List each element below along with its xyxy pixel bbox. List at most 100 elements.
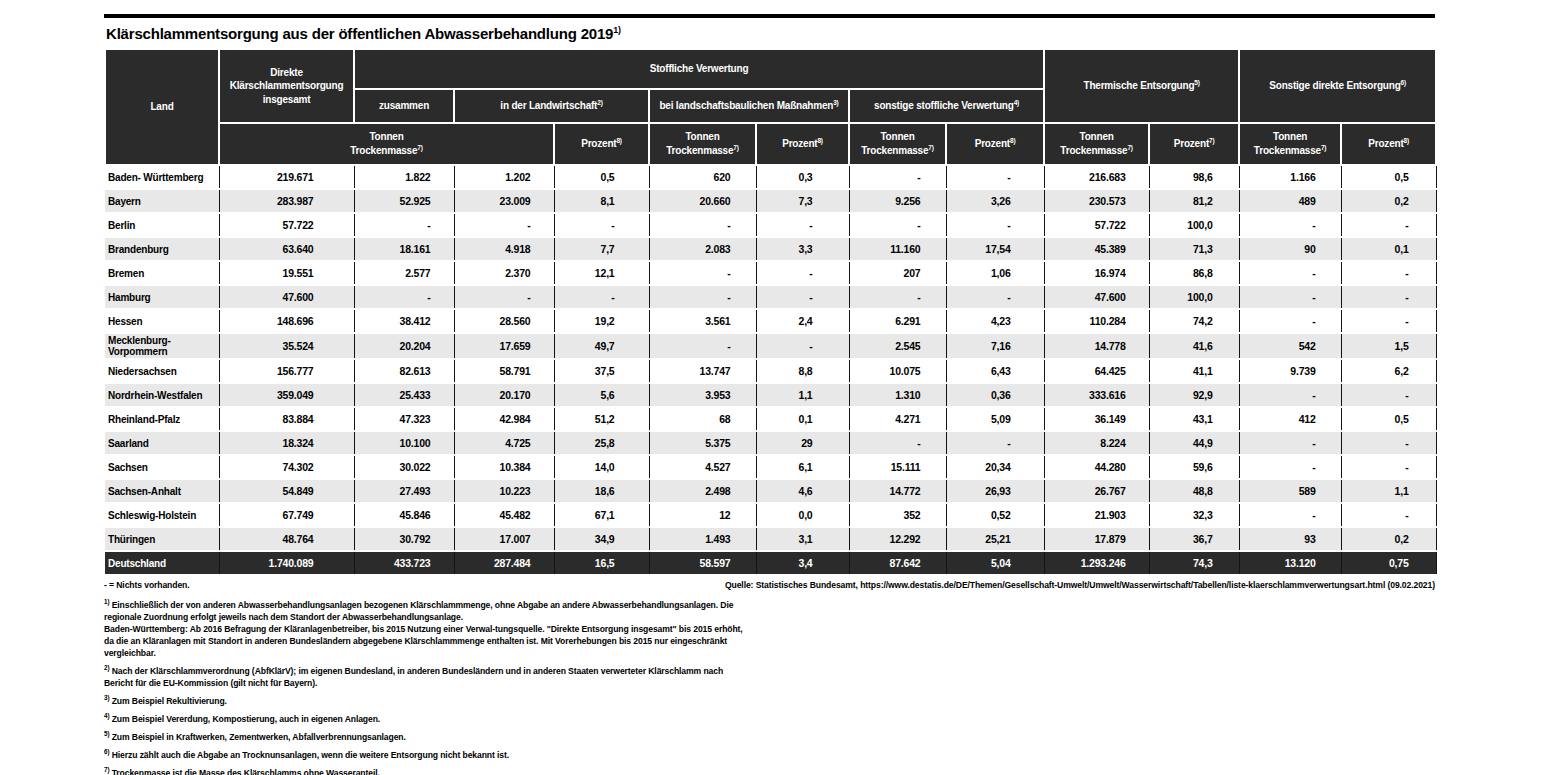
value-cell: 86,8 (1149, 261, 1239, 285)
value-cell: 287.484 (454, 551, 554, 574)
col-header-prozent-sonstige-stoffliche: Prozent8) (946, 123, 1044, 165)
value-cell: 1.202 (454, 165, 554, 189)
value-cell: 42.984 (454, 407, 554, 431)
footnote-item: 4) Zum Beispiel Vererdung, Kompostierung… (104, 712, 752, 725)
trockenmasse-label: Trockenmasse (1060, 145, 1127, 156)
value-cell: 1.166 (1239, 165, 1341, 189)
land-cell: Baden- Württemberg (105, 165, 219, 189)
table-row: Brandenburg63.64018.1614.9187,72.0833,31… (105, 237, 1436, 261)
value-cell: 4.725 (454, 431, 554, 455)
value-cell: 19,2 (554, 309, 649, 333)
footnote-text: Zum Beispiel Rekultivierung. (109, 696, 226, 706)
thermische-label: Thermische Entsorgung (1083, 80, 1194, 91)
col-group-sonstige-direkte-entsorgung: Sonstige direkte Entsorgung6) (1239, 49, 1436, 123)
footnote-text: Einschließlich der von anderen Abwasserb… (104, 600, 733, 622)
value-cell: 58.791 (454, 359, 554, 383)
land-cell: Hessen (105, 309, 219, 333)
value-cell: 620 (649, 165, 756, 189)
value-cell: - (354, 213, 454, 237)
sonstige-direkte-label: Sonstige direkte Entsorgung (1269, 80, 1400, 91)
value-cell: 7,7 (554, 237, 649, 261)
land-cell: Deutschland (105, 551, 219, 574)
header-row-units: TonnenTrockenmasse7) Prozent8) TonnenTro… (105, 123, 1436, 165)
source-line: Quelle: Statistisches Bundesamt, https:/… (725, 580, 1435, 590)
value-cell: 4.271 (849, 407, 946, 431)
trockenmasse-label: Trockenmasse (666, 145, 733, 156)
value-cell: 81,2 (1149, 189, 1239, 213)
sonstige-stoffliche-footnote-ref: 4) (1014, 99, 1019, 106)
value-cell: 16.974 (1044, 261, 1149, 285)
value-cell: 57.722 (1044, 213, 1149, 237)
value-cell: - (849, 213, 946, 237)
table-row: Berlin57.722-------57.722100,0-- (105, 213, 1436, 237)
value-cell: 20.170 (454, 383, 554, 407)
value-cell: - (554, 285, 649, 309)
table-row: Baden- Württemberg219.6711.8221.2020,562… (105, 165, 1436, 189)
value-cell: 0,5 (554, 165, 649, 189)
value-cell: 0,1 (1341, 237, 1436, 261)
landwirtschaft-label: in der Landwirtschaft (500, 100, 597, 111)
table-row: Hamburg47.600-------47.600100,0-- (105, 285, 1436, 309)
prozent-footnote-ref: 7) (1209, 137, 1214, 144)
footnotes-list: - = Nichts vorhanden. 1) Einschließlich … (104, 579, 752, 775)
value-cell: 45.389 (1044, 237, 1149, 261)
value-cell: 5,04 (946, 551, 1044, 574)
value-cell: 9.256 (849, 189, 946, 213)
value-cell: - (849, 285, 946, 309)
value-cell: - (1239, 383, 1341, 407)
value-cell: 59,6 (1149, 455, 1239, 479)
value-cell: 0,2 (1341, 527, 1436, 551)
value-cell: 35.524 (219, 333, 354, 359)
value-cell: 12.292 (849, 527, 946, 551)
value-cell: 11.160 (849, 237, 946, 261)
value-cell: - (849, 165, 946, 189)
value-cell: - (1341, 383, 1436, 407)
col-header-sonstige-stoffliche: sonstige stoffliche Verwertung4) (849, 89, 1044, 123)
value-cell: 489 (1239, 189, 1341, 213)
land-cell: Bayern (105, 189, 219, 213)
col-header-zusammen: zusammen (354, 89, 454, 123)
value-cell: - (946, 165, 1044, 189)
value-cell: 5,6 (554, 383, 649, 407)
value-cell: 216.683 (1044, 165, 1149, 189)
value-cell: 25,21 (946, 527, 1044, 551)
land-cell: Berlin (105, 213, 219, 237)
value-cell: 18,6 (554, 479, 649, 503)
value-cell: - (1341, 309, 1436, 333)
table-row: Bayern283.98752.92523.0098,120.6607,39.2… (105, 189, 1436, 213)
value-cell: 156.777 (219, 359, 354, 383)
value-cell: 17.007 (454, 527, 554, 551)
value-cell: 1.740.089 (219, 551, 354, 574)
prozent-footnote-ref: 8) (1010, 137, 1015, 144)
value-cell: 100,0 (1149, 285, 1239, 309)
value-cell: 12 (649, 503, 756, 527)
value-cell: 352 (849, 503, 946, 527)
table-row: Mecklenburg-Vorpommern35.52420.20417.659… (105, 333, 1436, 359)
value-cell: - (756, 333, 849, 359)
value-cell: 54.849 (219, 479, 354, 503)
footnote-item: 7) Trockenmasse ist die Masse des Klärsc… (104, 766, 752, 775)
value-cell: - (1239, 213, 1341, 237)
col-header-landschaftsbau: bei landschaftsbaulichen Maßnahmen3) (649, 89, 849, 123)
value-cell: 3.953 (649, 383, 756, 407)
tonnen-footnote-ref: 7) (928, 144, 933, 151)
value-cell: - (1239, 285, 1341, 309)
value-cell: - (849, 431, 946, 455)
footnote-item: 2) Nach der Klärschlammverordnung (AbfKl… (104, 664, 752, 689)
table-row: Rheinland-Pfalz83.88447.32342.98451,2680… (105, 407, 1436, 431)
value-cell: 2.370 (454, 261, 554, 285)
value-cell: 4,23 (946, 309, 1044, 333)
land-cell: Sachsen (105, 455, 219, 479)
footnote-dash: - = Nichts vorhanden. (104, 579, 752, 591)
thermische-footnote-ref: 5) (1194, 79, 1199, 86)
value-cell: 67.749 (219, 503, 354, 527)
value-cell: 30.792 (354, 527, 454, 551)
tonnen-label: Tonnen (685, 131, 719, 142)
value-cell: 219.671 (219, 165, 354, 189)
value-cell: - (756, 285, 849, 309)
value-cell: 5.375 (649, 431, 756, 455)
land-cell: Saarland (105, 431, 219, 455)
value-cell: 20,34 (946, 455, 1044, 479)
value-cell: 283.987 (219, 189, 354, 213)
value-cell: 4.527 (649, 455, 756, 479)
